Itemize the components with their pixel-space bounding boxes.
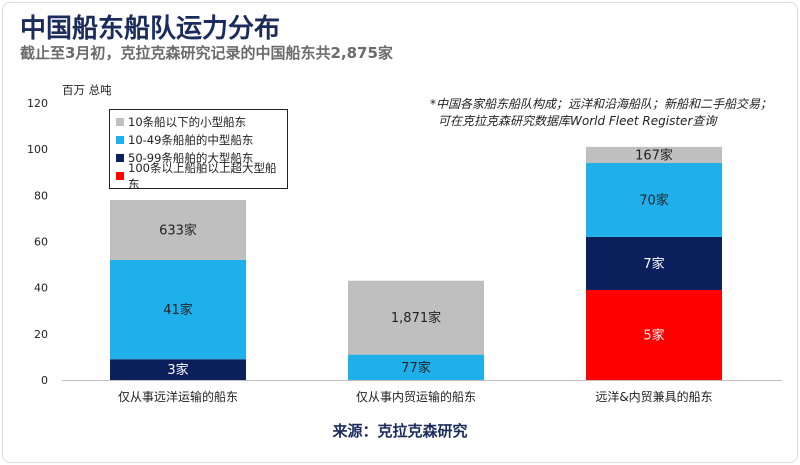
bar-segment xyxy=(110,359,246,380)
bar-segment xyxy=(586,289,722,380)
legend-label-small: 10条船以下的小型船东 xyxy=(128,115,247,129)
legend-label-xlarge: 100条以上船舶以上超大型船东 xyxy=(128,161,277,191)
legend-item-small: 10条船以下的小型船东 xyxy=(116,113,287,131)
x-tick-label: 仅从事远洋运输的船东 xyxy=(118,389,238,404)
data-label: 5家 xyxy=(643,327,664,343)
legend-label-large: 50-99条船舶的大型船东 xyxy=(128,151,254,165)
legend-item-medium: 10-49条船舶的中型船东 xyxy=(116,131,287,149)
bar-segment xyxy=(110,199,246,260)
legend-swatch-xlarge xyxy=(116,172,124,180)
bar-segment xyxy=(586,163,722,237)
data-label: 77家 xyxy=(401,360,431,376)
chart-note: *中国各家船东船队构成；远洋和沿海船队；新船和二手船交易； 可在克拉克森研究数据… xyxy=(430,96,790,130)
y-tick-label: 0 xyxy=(41,374,48,387)
y-tick-label: 80 xyxy=(34,189,48,202)
bar-segment xyxy=(348,354,484,380)
data-label: 167家 xyxy=(635,147,673,163)
y-tick-label: 120 xyxy=(27,97,48,110)
bar-segment xyxy=(110,259,246,360)
y-tick-label: 100 xyxy=(27,143,48,156)
bar-segment xyxy=(348,280,484,355)
y-tick-label: 20 xyxy=(34,328,48,341)
x-tick-label: 仅从事内贸运输的船东 xyxy=(356,389,476,404)
source-label: 来源：克拉克森研究 xyxy=(332,422,468,440)
x-tick-label: 远洋&内贸兼具的船东 xyxy=(595,389,712,404)
page-title: 中国船东船队运力分布 xyxy=(20,14,281,44)
chart-note-line-2: 可在克拉克森研究数据库World Fleet Register查询 xyxy=(438,114,717,128)
bar-segment xyxy=(586,146,722,164)
y-tick-label: 60 xyxy=(34,236,48,249)
data-label: 3家 xyxy=(167,362,188,378)
chart-note-line-1: *中国各家船东船队构成；远洋和沿海船队；新船和二手船交易； xyxy=(430,97,773,111)
legend-item-large: 50-99条船舶的大型船东 xyxy=(116,149,287,167)
chart-legend: 10条船以下的小型船东 10-49条船舶的中型船东 50-99条船舶的大型船东 … xyxy=(109,109,288,191)
y-axis-label: 百万 总吨 xyxy=(62,83,112,97)
legend-item-xlarge: 100条以上船舶以上超大型船东 xyxy=(116,161,287,191)
data-label: 7家 xyxy=(643,256,664,272)
data-label: 70家 xyxy=(639,192,669,208)
data-label: 41家 xyxy=(163,302,193,318)
bar-segment xyxy=(586,236,722,290)
legend-swatch-small xyxy=(116,118,124,126)
page-subtitle: 截止至3月初，克拉克森研究记录的中国船东共2,875家 xyxy=(20,44,393,62)
legend-swatch-medium xyxy=(116,136,124,144)
y-tick-label: 40 xyxy=(34,282,48,295)
data-label: 633家 xyxy=(159,222,197,238)
data-label: 1,871家 xyxy=(391,310,441,326)
legend-swatch-large xyxy=(116,154,124,162)
legend-label-medium: 10-49条船舶的中型船东 xyxy=(128,133,254,147)
